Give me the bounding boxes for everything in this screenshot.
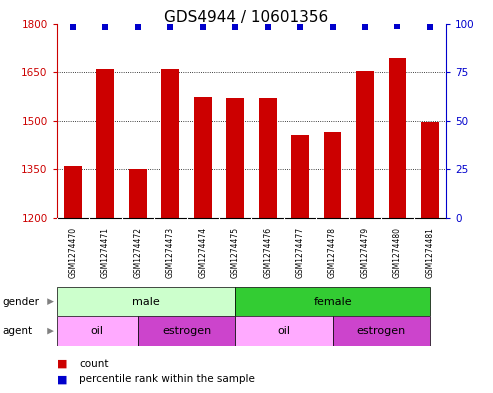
Bar [291,136,309,218]
Text: female: female [313,297,352,307]
Point [231,24,239,31]
Text: GSM1274477: GSM1274477 [296,227,305,278]
Text: oil: oil [91,326,104,336]
Text: GSM1274472: GSM1274472 [133,227,142,278]
Text: GSM1274474: GSM1274474 [198,227,207,278]
Bar [194,97,211,218]
Point [166,24,174,31]
Bar [226,98,244,218]
Text: GSM1274475: GSM1274475 [231,227,240,278]
Bar [97,69,114,218]
Bar [259,98,277,218]
Point [134,24,142,31]
Text: GSM1274476: GSM1274476 [263,227,272,278]
Text: GSM1274478: GSM1274478 [328,227,337,278]
Bar [333,316,430,346]
Point [102,24,109,31]
Text: count: count [79,358,108,369]
Bar [161,69,179,218]
Point [199,24,207,31]
Bar [129,169,147,218]
Text: GSM1274481: GSM1274481 [425,227,434,278]
Text: estrogen: estrogen [162,326,211,336]
Bar [323,132,342,218]
Text: GSM1274470: GSM1274470 [69,227,77,278]
Point [393,22,401,29]
Bar [421,123,439,218]
Text: GSM1274473: GSM1274473 [166,227,175,278]
Bar [235,287,430,316]
Bar [388,58,406,218]
Point [264,24,272,31]
Bar [235,316,333,346]
Text: GSM1274471: GSM1274471 [101,227,110,278]
Text: gender: gender [2,297,39,307]
Point [296,24,304,31]
Text: GDS4944 / 10601356: GDS4944 / 10601356 [164,10,329,25]
Point [69,24,77,31]
Text: male: male [132,297,160,307]
Bar [57,287,235,316]
Text: GSM1274479: GSM1274479 [360,227,370,278]
Point [426,24,434,31]
Text: oil: oil [278,326,290,336]
Bar [138,316,235,346]
Point [361,24,369,31]
Bar [356,71,374,218]
Text: agent: agent [2,326,33,336]
Bar [64,166,82,218]
Text: estrogen: estrogen [356,326,406,336]
Text: ■: ■ [57,358,67,369]
Text: ■: ■ [57,374,67,384]
Text: GSM1274480: GSM1274480 [393,227,402,278]
Text: percentile rank within the sample: percentile rank within the sample [79,374,255,384]
Bar [57,316,138,346]
Point [329,24,337,31]
